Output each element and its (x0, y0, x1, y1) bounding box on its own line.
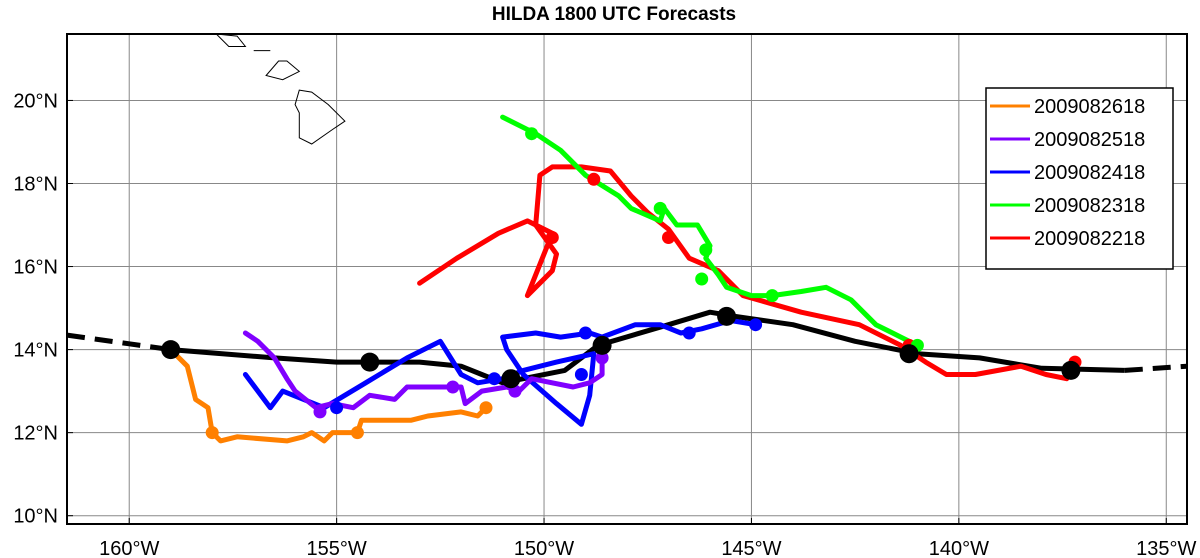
forecast-point-2009082618 (479, 401, 493, 415)
y-tick-label: 16°N (13, 257, 58, 279)
coastline-outlines (214, 33, 346, 145)
legend-label: 2009082418 (1034, 162, 1145, 184)
chart-title: HILDA 1800 UTC Forecasts (492, 4, 736, 25)
best-track-line (170, 309, 1125, 386)
forecast-track-2009082418 (242, 318, 759, 427)
x-tick-label: 160°W (99, 538, 159, 558)
plot-frame (66, 33, 1188, 525)
legend-label: 2009082618 (1034, 96, 1145, 118)
best-track-point (899, 344, 919, 364)
best-track-dashed (66, 332, 172, 353)
best-track-point (161, 340, 181, 360)
x-tick-label: 150°W (514, 538, 574, 558)
forecast-point-2009082218 (587, 172, 601, 186)
legend-label: 2009082318 (1034, 195, 1145, 217)
y-tick-label: 10°N (13, 506, 58, 528)
forecast-point-2009082318 (765, 289, 779, 303)
forecast-point-2009082518 (446, 380, 460, 394)
island-coastline (265, 60, 301, 81)
legend-label: 2009082218 (1034, 228, 1145, 250)
forecast-point-2009082318 (653, 201, 667, 215)
forecast-point-2009082618 (350, 426, 364, 440)
best-track-dashed (1124, 363, 1188, 373)
forecast-track-2009082518 (242, 330, 605, 411)
island-coastline (214, 33, 247, 47)
forecast-point-2009082418 (330, 401, 344, 415)
legend: 2009082618 2009082518 2009082418 2009082318… (985, 87, 1174, 270)
y-tick-label: 14°N (13, 340, 58, 362)
best-track-point (717, 306, 737, 326)
storm-tracks (66, 114, 1188, 444)
forecast-point-2009082418 (682, 326, 696, 340)
y-tick-label: 20°N (13, 90, 58, 112)
forecast-point-2009082418 (579, 326, 592, 340)
forecast-track-2009082218 (417, 164, 1078, 382)
forecast-track-2009082618 (168, 347, 489, 444)
forecast-point-2009082618 (205, 426, 219, 440)
island-coastline (294, 89, 346, 145)
best-track-point (1061, 360, 1081, 380)
x-tick-label: 145°W (721, 538, 781, 558)
forecast-point-2009082518 (595, 351, 609, 365)
best-track-point (592, 335, 612, 355)
y-tick-label: 12°N (13, 423, 58, 445)
forecast-point-2009082218 (662, 231, 675, 244)
x-tick-label: 135°W (1136, 538, 1196, 558)
x-tick-label: 140°W (929, 538, 989, 558)
forecast-point-2009082318 (525, 127, 539, 141)
forecast-point-2009082418 (749, 318, 763, 332)
best-track-point (360, 352, 380, 372)
forecast-point-2009082318 (699, 243, 713, 257)
legend-label: 2009082518 (1034, 129, 1145, 151)
y-tick-label: 18°N (13, 173, 58, 195)
best-track-point (501, 369, 521, 389)
x-tick-label: 155°W (307, 538, 367, 558)
axis-tick-labels: 160°W 155°W 150°W 145°W 140°W 135°W 10°N 12°N 14… (13, 90, 1196, 558)
forecast-point-2009082518 (313, 405, 327, 419)
forecast-point-2009082318 (695, 272, 709, 286)
forecast-point-2009082418 (574, 368, 588, 381)
forecast-point-2009082218 (545, 231, 559, 244)
forecast-point-2009082418 (487, 372, 501, 386)
